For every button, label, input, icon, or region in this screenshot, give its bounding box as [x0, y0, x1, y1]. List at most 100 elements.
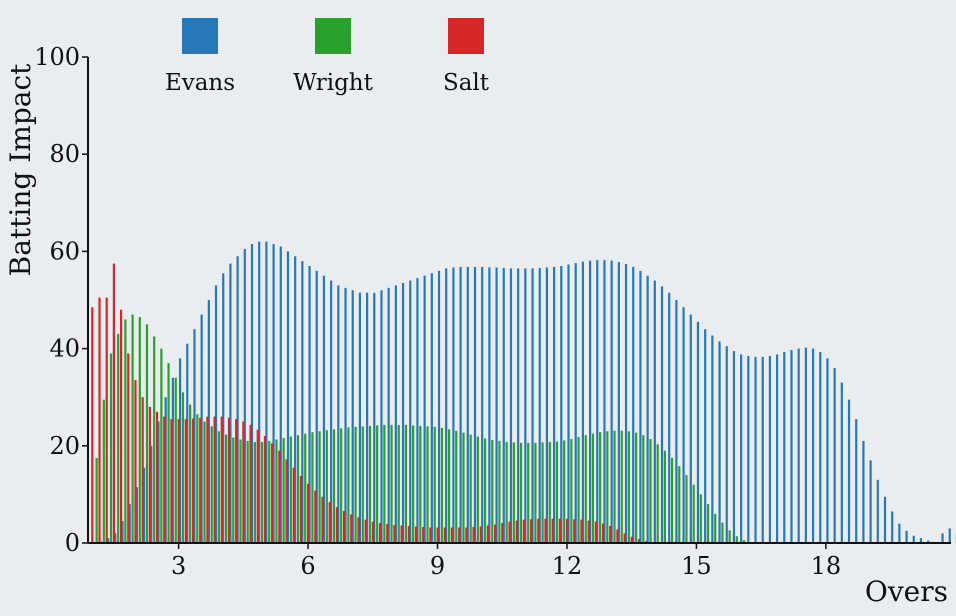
bar-wright-89	[735, 536, 738, 543]
bar-salt-73	[616, 529, 619, 543]
bar-salt-10	[163, 416, 166, 543]
x-tick-label-9: 9	[430, 552, 445, 580]
bar-evans-92	[761, 356, 764, 543]
bar-salt-45	[414, 526, 418, 543]
bar-salt-66	[565, 518, 569, 543]
bar-evans-63	[553, 266, 556, 543]
bar-wright-83	[692, 484, 695, 543]
bar-wright-29	[304, 433, 307, 543]
bar-wright-28	[296, 435, 300, 543]
bar-evans-21	[250, 244, 254, 544]
bar-wright-21	[246, 440, 249, 543]
bar-wright-8	[153, 336, 156, 543]
series-salt	[91, 263, 648, 543]
bar-salt-21	[242, 421, 245, 543]
bar-wright-10	[167, 363, 170, 543]
bar-evans-34	[344, 287, 347, 543]
x-tick-label-12: 12	[552, 552, 583, 580]
bar-wright-13	[189, 404, 192, 543]
bar-evans-58	[517, 268, 520, 543]
bar-wright-12	[181, 392, 185, 543]
bar-wright-3	[117, 334, 120, 543]
bar-wright-37	[361, 426, 364, 543]
bar-salt-72	[609, 525, 612, 543]
bar-evans-107	[869, 460, 872, 543]
bar-evans-14	[200, 314, 203, 543]
bar-evans-43	[409, 280, 412, 543]
bar-evans-109	[883, 496, 887, 543]
bar-evans-87	[725, 346, 728, 543]
bar-evans-80	[675, 300, 678, 543]
bar-wright-5	[131, 314, 134, 543]
bar-evans-68	[588, 260, 592, 543]
bar-wright-24	[268, 440, 271, 543]
bar-salt-26	[278, 450, 281, 543]
bar-wright-77	[649, 439, 652, 543]
bar-wright-86	[714, 513, 717, 543]
bar-evans-45	[423, 275, 426, 543]
bar-evans-16	[214, 285, 218, 543]
bar-evans-31	[322, 275, 326, 543]
y-tick-label-100: 100	[34, 43, 80, 71]
bar-wright-48	[440, 427, 443, 543]
bar-salt-6	[134, 380, 137, 543]
bar-wright-47	[433, 426, 436, 543]
bar-evans-106	[862, 440, 865, 543]
bar-evans-108	[876, 479, 879, 543]
bar-wright-18	[225, 434, 228, 543]
bar-evans-4	[128, 504, 131, 543]
bar-evans-91	[754, 356, 757, 543]
bar-wright-41	[390, 424, 393, 543]
bar-evans-118	[948, 528, 951, 543]
bar-evans-55	[495, 267, 498, 543]
bar-salt-63	[544, 518, 547, 543]
bar-salt-24	[263, 436, 267, 543]
bar-evans-50	[459, 266, 462, 543]
bar-salt-62	[537, 518, 540, 543]
bar-evans-115	[927, 540, 930, 543]
bar-evans-76	[646, 275, 649, 543]
bar-wright-67	[577, 437, 580, 543]
bar-wright-63	[548, 441, 551, 543]
bar-evans-49	[452, 267, 455, 543]
x-tick-label-18: 18	[811, 552, 842, 580]
bar-wright-90	[742, 540, 746, 543]
bar-wright-49	[447, 429, 451, 543]
bar-salt-68	[580, 519, 583, 543]
bar-wright-22	[253, 441, 256, 543]
bar-evans-33	[337, 285, 340, 543]
bar-salt-40	[378, 523, 382, 543]
bar-evans-20	[243, 248, 246, 543]
legend-swatch-wright	[315, 18, 351, 54]
bar-salt-44	[407, 525, 410, 543]
bar-salt-35	[342, 510, 346, 543]
bar-salt-22	[249, 424, 252, 543]
bar-evans-66	[574, 263, 577, 543]
bar-evans-75	[639, 270, 642, 543]
bar-evans-79	[668, 292, 671, 543]
bar-evans-36	[358, 292, 361, 543]
bar-salt-38	[364, 519, 367, 543]
bar-salt-34	[335, 507, 338, 543]
bar-evans-83	[696, 321, 700, 543]
bar-wright-39	[376, 425, 379, 543]
bar-wright-26	[282, 438, 285, 543]
bar-evans-5	[135, 487, 139, 543]
bar-salt-48	[436, 527, 439, 543]
legend: Evans Wright Salt	[165, 18, 490, 96]
bar-wright-36	[354, 426, 357, 543]
bar-evans-7	[150, 445, 153, 543]
bar-salt-28	[292, 467, 295, 543]
bar-evans-25	[279, 246, 282, 544]
bar-wright-0	[95, 457, 98, 543]
bar-evans-2	[114, 533, 117, 543]
bar-salt-53	[472, 526, 475, 543]
bar-evans-12	[186, 343, 189, 543]
bar-wright-31	[318, 431, 321, 543]
bar-salt-54	[479, 526, 482, 543]
bar-wright-57	[505, 441, 508, 543]
bar-salt-19	[227, 417, 231, 543]
bar-salt-39	[371, 521, 374, 543]
bar-evans-15	[207, 300, 210, 543]
bar-evans-48	[445, 268, 448, 543]
